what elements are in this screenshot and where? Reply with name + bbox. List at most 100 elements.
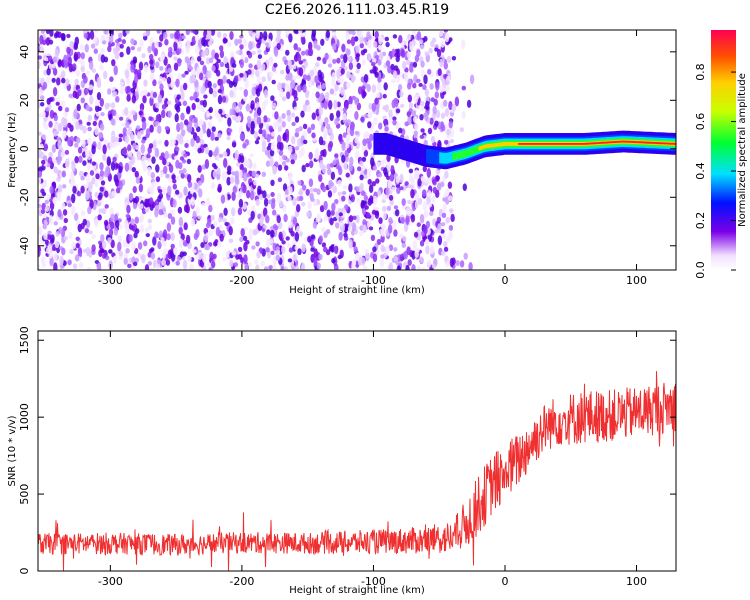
heat-cell	[316, 45, 321, 51]
heat-cell	[341, 141, 346, 152]
heat-cell	[424, 88, 430, 97]
heat-cell	[119, 85, 125, 95]
heat-cell	[277, 164, 283, 171]
heat-cell	[141, 139, 146, 144]
heat-cell	[136, 125, 141, 130]
heat-cell	[320, 149, 325, 157]
top-x-tick-label: 100	[626, 274, 647, 287]
heat-cell	[152, 236, 157, 246]
heat-cell	[416, 222, 421, 228]
heat-cell	[379, 257, 385, 268]
heat-cell	[237, 191, 242, 199]
heat-cell	[84, 228, 90, 234]
heat-cell	[391, 186, 396, 192]
heat-cell	[297, 248, 302, 256]
heat-cell	[119, 43, 124, 49]
heat-cell	[336, 110, 341, 118]
heat-cell	[218, 217, 223, 223]
heat-cell	[413, 116, 418, 123]
heat-cell	[67, 56, 73, 65]
heat-cell	[331, 202, 336, 212]
heat-cell	[461, 110, 466, 120]
heat-cell	[115, 45, 121, 53]
heat-cell	[233, 75, 239, 83]
heat-cell	[281, 82, 286, 87]
heat-cell	[81, 139, 86, 148]
heat-cell	[343, 160, 348, 171]
heat-cell	[222, 33, 228, 38]
heat-cell	[164, 150, 169, 160]
heat-cell	[40, 188, 45, 194]
heat-cell	[263, 207, 268, 217]
heat-cell	[410, 177, 416, 186]
heat-cell	[171, 174, 176, 181]
heat-cell	[359, 42, 364, 49]
heat-cell	[361, 156, 367, 162]
heat-cell	[222, 171, 227, 179]
heat-cell	[128, 131, 133, 138]
heat-cell	[226, 176, 231, 186]
heat-cell	[324, 52, 329, 61]
heat-cell	[223, 157, 228, 168]
heat-cell	[311, 30, 317, 38]
top-x-tick-label: -300	[98, 274, 123, 287]
heat-cell	[212, 170, 218, 179]
heat-cell	[440, 112, 446, 119]
heat-cell	[315, 62, 320, 68]
heat-cell	[200, 242, 205, 248]
heat-cell	[223, 207, 228, 216]
heat-cell	[164, 38, 169, 46]
heat-cell	[179, 156, 185, 161]
heat-cell	[66, 33, 71, 39]
heat-cell	[425, 100, 430, 111]
heat-cell	[102, 40, 107, 45]
heat-cell	[149, 184, 155, 195]
heat-cell	[57, 139, 62, 150]
heat-cell	[284, 189, 290, 195]
heat-cell	[424, 112, 429, 122]
heat-cell	[355, 69, 360, 74]
heat-cell	[163, 31, 168, 40]
bottom-frame	[37, 330, 677, 572]
heat-cell	[294, 116, 300, 123]
heat-cell	[427, 176, 432, 185]
heat-cell	[321, 227, 326, 233]
heat-cell	[115, 163, 120, 169]
heat-cell	[103, 139, 109, 145]
heat-cell	[251, 245, 256, 250]
heat-cell	[446, 55, 452, 64]
heat-cell	[367, 121, 372, 129]
heat-cell	[57, 31, 62, 39]
heat-cell	[150, 172, 155, 179]
heat-cell	[273, 62, 278, 68]
heat-cell	[38, 170, 43, 178]
heat-cell	[77, 89, 82, 97]
heat-cell	[152, 91, 158, 98]
heat-cell	[257, 107, 262, 116]
heat-cell	[143, 79, 148, 87]
heat-cell	[80, 185, 85, 194]
heat-cell	[430, 40, 435, 48]
heat-cell	[433, 98, 438, 106]
heat-cell	[243, 89, 248, 97]
heat-cell	[135, 228, 140, 235]
heat-cell	[451, 103, 457, 112]
heat-cell	[144, 208, 150, 213]
heat-cell	[40, 209, 46, 215]
heat-cell	[155, 61, 160, 69]
heat-cell	[402, 235, 407, 242]
heat-cell	[425, 245, 430, 255]
heat-cell	[239, 58, 244, 69]
heat-cell	[348, 239, 353, 249]
heat-cell	[70, 171, 75, 181]
heat-cell	[173, 56, 178, 61]
heat-cell	[212, 90, 217, 98]
heat-cell	[399, 173, 404, 184]
heat-cell	[68, 231, 73, 240]
heat-cell	[67, 259, 72, 266]
heat-cell	[442, 197, 447, 202]
heat-cell	[435, 175, 440, 182]
heat-cell	[219, 233, 224, 242]
heat-cell	[160, 237, 165, 245]
heat-cell	[443, 246, 449, 252]
